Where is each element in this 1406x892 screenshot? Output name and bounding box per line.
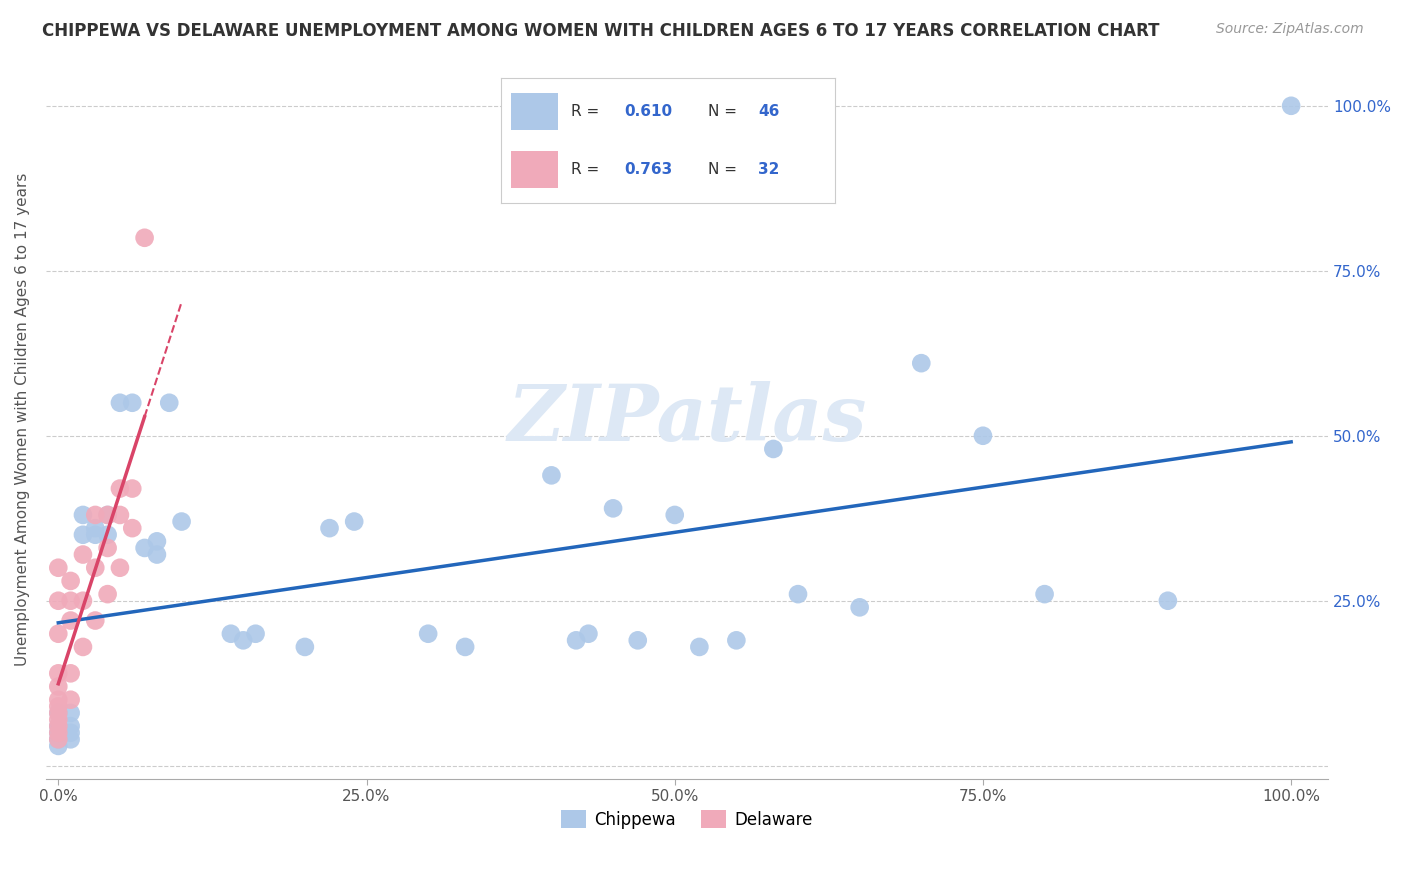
Point — [59, 732, 82, 747]
Point — [121, 521, 143, 535]
Point — [46, 666, 69, 681]
Point — [565, 633, 588, 648]
Point — [664, 508, 686, 522]
Point — [72, 593, 94, 607]
Point — [46, 719, 69, 733]
Point — [97, 587, 120, 601]
Point — [848, 600, 870, 615]
Point — [108, 508, 131, 522]
Point — [59, 706, 82, 720]
Point — [59, 719, 82, 733]
Legend: Chippewa, Delaware: Chippewa, Delaware — [554, 804, 820, 835]
Point — [627, 633, 650, 648]
Point — [46, 680, 69, 694]
Point — [318, 521, 340, 535]
Point — [59, 574, 82, 588]
Text: CHIPPEWA VS DELAWARE UNEMPLOYMENT AMONG WOMEN WITH CHILDREN AGES 6 TO 17 YEARS C: CHIPPEWA VS DELAWARE UNEMPLOYMENT AMONG … — [42, 22, 1160, 40]
Point — [46, 706, 69, 720]
Point — [762, 442, 785, 456]
Point — [1033, 587, 1056, 601]
Point — [72, 640, 94, 654]
Point — [245, 626, 267, 640]
Point — [602, 501, 624, 516]
Point — [787, 587, 810, 601]
Point — [46, 692, 69, 706]
Text: ZIPatlas: ZIPatlas — [508, 381, 866, 458]
Point — [540, 468, 562, 483]
Point — [46, 739, 69, 753]
Point — [46, 560, 69, 574]
Point — [170, 515, 193, 529]
Point — [232, 633, 254, 648]
Point — [46, 593, 69, 607]
Point — [46, 713, 69, 727]
Point — [219, 626, 242, 640]
Point — [84, 560, 107, 574]
Point — [46, 699, 69, 714]
Point — [72, 548, 94, 562]
Point — [59, 593, 82, 607]
Text: Source: ZipAtlas.com: Source: ZipAtlas.com — [1216, 22, 1364, 37]
Point — [121, 482, 143, 496]
Point — [343, 515, 366, 529]
Point — [59, 614, 82, 628]
Point — [46, 725, 69, 739]
Point — [97, 527, 120, 541]
Point — [688, 640, 710, 654]
Point — [46, 732, 69, 747]
Point — [59, 692, 82, 706]
Y-axis label: Unemployment Among Women with Children Ages 6 to 17 years: Unemployment Among Women with Children A… — [15, 172, 30, 666]
Point — [157, 396, 180, 410]
Point — [134, 231, 156, 245]
Point — [84, 508, 107, 522]
Point — [46, 725, 69, 739]
Point — [146, 534, 169, 549]
Point — [72, 508, 94, 522]
Point — [1279, 99, 1302, 113]
Point — [578, 626, 600, 640]
Point — [108, 396, 131, 410]
Point — [84, 614, 107, 628]
Point — [97, 541, 120, 555]
Point — [59, 666, 82, 681]
Point — [108, 560, 131, 574]
Point — [1157, 593, 1180, 607]
Point — [46, 626, 69, 640]
Point — [46, 706, 69, 720]
Point — [134, 541, 156, 555]
Point — [725, 633, 748, 648]
Point — [97, 508, 120, 522]
Point — [454, 640, 477, 654]
Point — [146, 548, 169, 562]
Point — [108, 482, 131, 496]
Point — [46, 732, 69, 747]
Point — [121, 396, 143, 410]
Point — [72, 527, 94, 541]
Point — [910, 356, 932, 370]
Point — [84, 521, 107, 535]
Point — [294, 640, 316, 654]
Point — [97, 508, 120, 522]
Point — [972, 429, 994, 443]
Point — [46, 719, 69, 733]
Point — [59, 725, 82, 739]
Point — [84, 527, 107, 541]
Point — [418, 626, 440, 640]
